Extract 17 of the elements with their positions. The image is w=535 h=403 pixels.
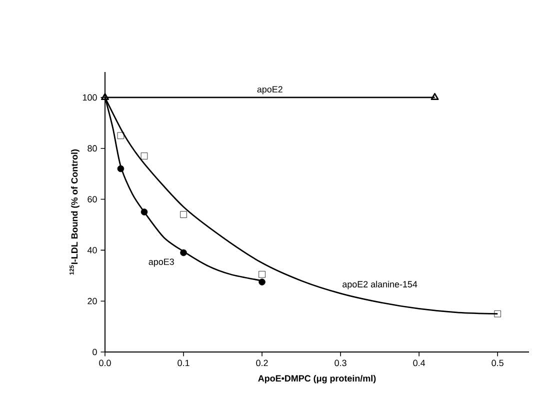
- y-tick-label: 100: [82, 94, 97, 101]
- x-tick-label: 0.0: [99, 360, 111, 366]
- x-tick-label: 0.1: [178, 360, 190, 366]
- y-tick-label: 80: [88, 145, 97, 152]
- x-tick-label: 0.4: [413, 360, 426, 366]
- x-tick-label: 0.5: [492, 360, 504, 366]
- y-tick-label: 20: [88, 298, 97, 304]
- x-axis-title: ApoE•DMPC (μg protein/ml): [258, 374, 376, 384]
- x-tick-label: 0.2: [256, 360, 268, 366]
- series-label: apoE2: [257, 86, 282, 94]
- y-axis-title: $^{125}$I-LDL Bound (% of Control): [70, 149, 80, 275]
- series-label: apoE3: [148, 258, 174, 267]
- series-label: apoE2 alanine-154: [342, 280, 418, 290]
- y-tick-label: 60: [88, 196, 97, 202]
- x-tick-label: 0.3: [334, 360, 346, 366]
- y-tick-label: 0: [92, 348, 97, 356]
- y-tick-label: 40: [87, 247, 97, 254]
